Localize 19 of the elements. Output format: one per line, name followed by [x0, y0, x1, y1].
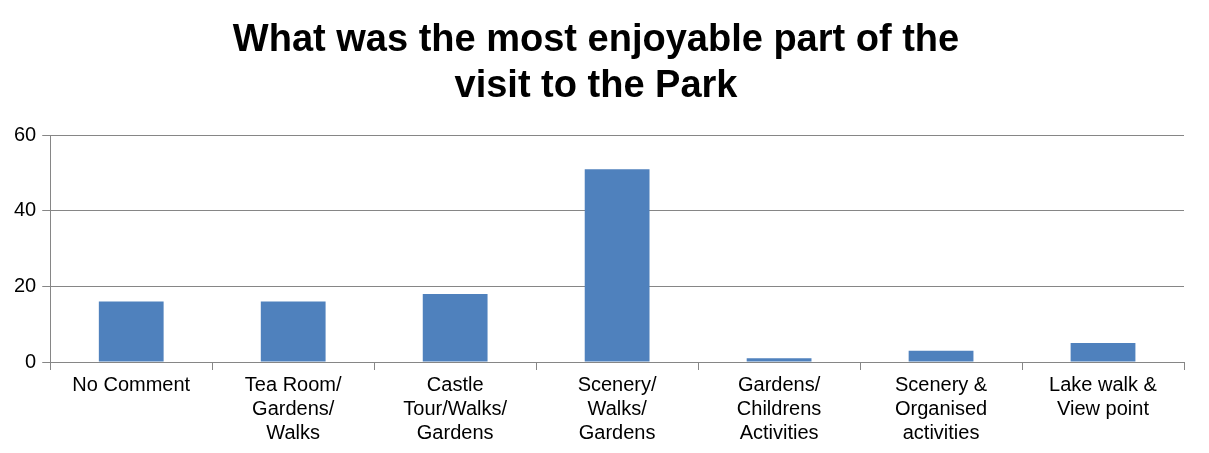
x-tick-label: Castle Tour/Walks/ Gardens [403, 372, 508, 443]
bar [584, 169, 650, 362]
bar [746, 358, 812, 362]
bar [1070, 343, 1136, 362]
x-tick-label: Scenery/ Walks/ Gardens [577, 372, 658, 443]
bar [260, 301, 326, 362]
x-tick-label: Gardens/ Childrens Activities [736, 372, 822, 443]
chart-title: What was the most enjoyable part of the visit to the Park [232, 17, 960, 105]
y-tick-label: 40 [14, 198, 37, 221]
x-tick-label: Lake walk & View point [1049, 372, 1158, 419]
bar [422, 293, 488, 362]
x-tick-label: Scenery & Organised activities [894, 372, 988, 443]
y-tick-label: 0 [25, 349, 37, 372]
y-tick-label: 60 [14, 122, 37, 145]
bar [98, 301, 164, 362]
bar [908, 350, 974, 362]
x-tick-label: Tea Room/ Gardens/ Walks [244, 372, 342, 443]
x-tick-label: No Comment [72, 372, 191, 395]
y-tick-label: 20 [14, 273, 37, 296]
